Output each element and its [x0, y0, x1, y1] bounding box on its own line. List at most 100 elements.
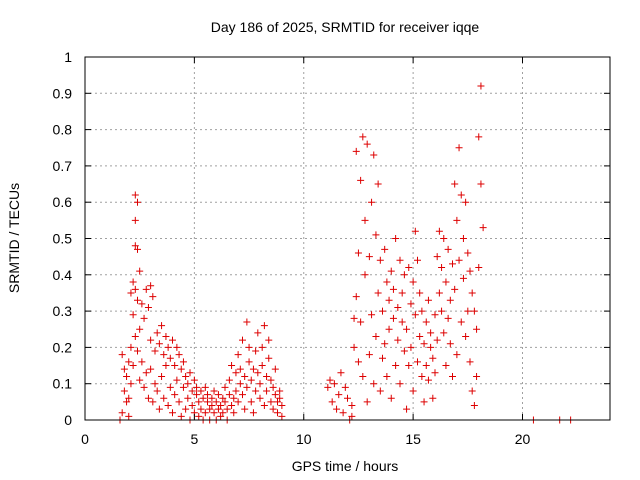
y-tick-label: 0.9 [53, 85, 73, 101]
data-point [429, 394, 437, 402]
data-point [118, 351, 126, 359]
data-point [221, 383, 229, 391]
data-point [219, 409, 227, 417]
data-point [455, 144, 463, 152]
data-point [182, 405, 190, 413]
data-point [131, 242, 139, 250]
data-point [324, 383, 332, 391]
data-point [234, 351, 242, 359]
data-point [221, 398, 229, 406]
data-point [276, 394, 284, 402]
x-tick-label: 20 [515, 431, 531, 447]
data-point [123, 372, 131, 380]
data-point [158, 322, 166, 330]
data-point [147, 282, 155, 290]
data-point [232, 387, 240, 395]
data-point [230, 394, 238, 402]
data-point [134, 347, 141, 355]
data-point [374, 180, 382, 188]
data-point [383, 372, 391, 380]
data-point [239, 336, 246, 344]
data-point [214, 391, 222, 399]
data-point [151, 380, 159, 388]
data-point [210, 387, 218, 395]
data-point [252, 387, 260, 395]
data-point [142, 285, 150, 293]
x-tick-label: 0 [81, 431, 89, 447]
data-point [212, 398, 220, 406]
data-point [446, 296, 454, 304]
data-point [376, 256, 384, 264]
grid-lines [85, 57, 610, 420]
data-point [348, 401, 356, 409]
data-point [352, 293, 360, 301]
data-point [265, 354, 273, 362]
data-point [197, 387, 205, 395]
data-point [449, 260, 456, 268]
data-point [370, 151, 378, 159]
data-point [164, 401, 172, 409]
data-point [475, 133, 483, 141]
data-point [420, 398, 428, 406]
data-point [274, 398, 281, 406]
data-point [173, 343, 181, 351]
data-point [359, 372, 367, 380]
data-point [464, 307, 472, 315]
data-point [140, 314, 148, 322]
y-tick-label: 0.6 [53, 194, 73, 210]
data-point [368, 198, 376, 206]
data-point [138, 300, 146, 308]
data-point [210, 409, 218, 417]
data-point [129, 311, 137, 319]
data-point [245, 358, 253, 366]
data-point [372, 231, 380, 239]
data-point [140, 383, 148, 391]
data-point [276, 387, 284, 395]
data-point [144, 303, 152, 311]
data-point [254, 369, 262, 377]
data-point [258, 362, 266, 370]
data-point [473, 372, 481, 380]
y-tick-label: 0 [64, 412, 72, 428]
data-point [337, 369, 345, 377]
data-point [365, 253, 373, 261]
data-point [392, 362, 400, 370]
data-point [193, 391, 201, 399]
y-tick-label: 0.8 [53, 122, 73, 138]
y-tick-label: 0.7 [53, 158, 73, 174]
data-point [359, 133, 367, 141]
data-point [449, 372, 456, 380]
data-point [453, 351, 461, 359]
data-point [236, 365, 244, 373]
data-point [249, 409, 257, 417]
data-point [236, 380, 244, 388]
data-point [429, 354, 437, 362]
data-point [444, 245, 452, 253]
data-point [249, 365, 257, 373]
data-point [171, 362, 179, 370]
data-point [247, 398, 255, 406]
data-point [149, 398, 157, 406]
data-point [451, 285, 459, 293]
data-point [418, 372, 426, 380]
chart-title: Day 186 of 2025, SRMTID for receiver iqq… [211, 19, 480, 35]
data-point [409, 387, 417, 395]
data-point [438, 307, 446, 315]
data-point [444, 314, 452, 322]
data-point [376, 387, 384, 395]
data-point [411, 311, 419, 319]
data-point [422, 318, 430, 326]
data-point [468, 289, 476, 297]
data-point [241, 372, 249, 380]
data-point [136, 325, 144, 333]
data-point [400, 347, 408, 355]
data-point [440, 329, 448, 337]
data-point [446, 340, 454, 348]
data-point [214, 405, 222, 413]
data-point [330, 380, 338, 388]
data-point [278, 401, 286, 409]
data-point [403, 325, 411, 333]
data-point [134, 296, 141, 304]
